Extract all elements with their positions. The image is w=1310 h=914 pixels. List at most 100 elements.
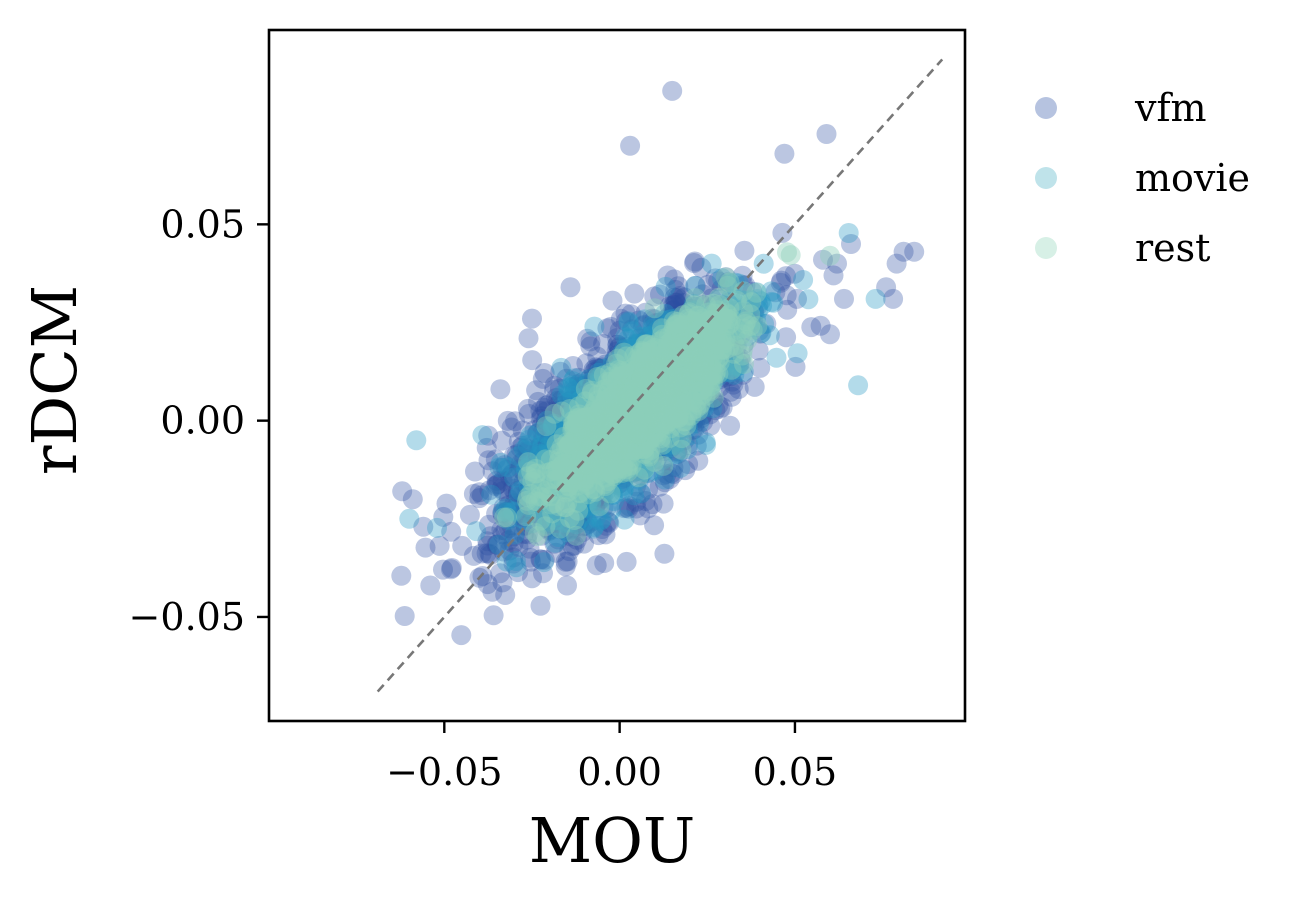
vfm-point <box>603 455 624 476</box>
vfm-point <box>607 334 628 355</box>
vfm-point <box>564 426 585 447</box>
vfm-point <box>598 404 619 425</box>
vfm-point <box>601 413 622 434</box>
vfm-point <box>566 429 587 450</box>
vfm-point <box>664 368 685 389</box>
vfm-point <box>614 467 635 488</box>
vfm-point <box>667 295 687 315</box>
vfm-point <box>656 385 677 406</box>
vfm-point <box>689 345 710 366</box>
vfm-point <box>578 432 599 453</box>
vfm-point <box>671 335 692 356</box>
vfm-point <box>652 357 673 378</box>
vfm-point <box>642 494 663 515</box>
vfm-point <box>614 375 635 396</box>
movie-point <box>506 551 526 571</box>
vfm-point <box>665 419 686 440</box>
vfm-point <box>620 389 641 410</box>
vfm-point <box>558 473 579 494</box>
vfm-point <box>495 520 516 541</box>
vfm-point <box>661 357 682 377</box>
vfm-point <box>499 540 520 561</box>
rest-point <box>559 434 580 455</box>
legend-label-vfm: vfm <box>1134 86 1207 130</box>
vfm-point <box>583 484 604 505</box>
vfm-point <box>601 407 622 428</box>
vfm-point <box>834 288 854 309</box>
vfm-point <box>433 559 453 580</box>
vfm-point <box>638 424 659 445</box>
vfm-point <box>606 438 627 459</box>
vfm-point <box>589 394 610 415</box>
vfm-point <box>553 486 574 507</box>
vfm-point <box>501 508 522 529</box>
vfm-point <box>486 470 507 491</box>
vfm-point <box>633 408 654 429</box>
vfm-point <box>706 318 727 338</box>
vfm-point <box>620 453 641 474</box>
vfm-point <box>547 414 568 435</box>
vfm-point <box>579 409 599 430</box>
vfm-point <box>732 364 753 385</box>
vfm-point <box>674 430 695 451</box>
vfm-point <box>546 388 567 408</box>
vfm-point <box>634 375 655 396</box>
vfm-point <box>611 458 632 479</box>
vfm-point <box>581 511 602 532</box>
movie-point <box>655 276 676 297</box>
vfm-point <box>526 380 547 401</box>
vfm-point <box>559 490 580 510</box>
vfm-point <box>606 462 627 483</box>
vfm-point <box>539 511 560 532</box>
vfm-point <box>623 411 644 432</box>
vfm-point <box>551 432 572 453</box>
vfm-point <box>684 356 705 377</box>
vfm-point <box>582 452 603 473</box>
vfm-point <box>564 477 585 498</box>
vfm-point <box>498 530 519 551</box>
vfm-point <box>611 451 632 472</box>
vfm-point <box>605 408 626 429</box>
vfm-point <box>693 295 713 315</box>
vfm-point <box>549 474 570 495</box>
vfm-point <box>574 533 594 554</box>
vfm-point <box>667 432 687 453</box>
vfm-point <box>571 376 592 397</box>
vfm-point <box>580 437 601 458</box>
vfm-point <box>616 357 637 378</box>
vfm-point <box>613 423 634 444</box>
vfm-point <box>606 373 627 394</box>
vfm-point <box>721 335 742 356</box>
vfm-point <box>560 475 581 496</box>
vfm-point <box>558 426 579 447</box>
vfm-point <box>530 408 551 429</box>
vfm-point <box>522 308 542 329</box>
vfm-point <box>563 443 584 464</box>
vfm-point <box>635 345 656 366</box>
vfm-point <box>638 498 659 519</box>
vfm-point <box>590 384 611 405</box>
x-tick-label: 0.05 <box>753 750 838 794</box>
vfm-point <box>645 406 666 427</box>
vfm-point <box>659 296 680 317</box>
vfm-point <box>633 386 654 407</box>
vfm-point <box>598 393 619 414</box>
vfm-point <box>620 424 641 445</box>
vfm-point <box>564 510 585 531</box>
vfm-point <box>662 389 683 410</box>
vfm-point <box>575 410 596 431</box>
vfm-point <box>883 288 904 309</box>
vfm-point <box>693 335 713 356</box>
vfm-point <box>583 388 604 409</box>
rest-point <box>587 367 608 387</box>
movie-point <box>766 347 787 368</box>
vfm-point <box>634 398 655 419</box>
vfm-point <box>640 406 661 427</box>
vfm-point <box>508 536 529 557</box>
vfm-point <box>633 360 654 381</box>
vfm-point <box>615 444 635 465</box>
vfm-point <box>551 449 572 470</box>
vfm-point <box>667 366 688 387</box>
vfm-point <box>492 503 513 524</box>
vfm-point <box>714 353 735 374</box>
